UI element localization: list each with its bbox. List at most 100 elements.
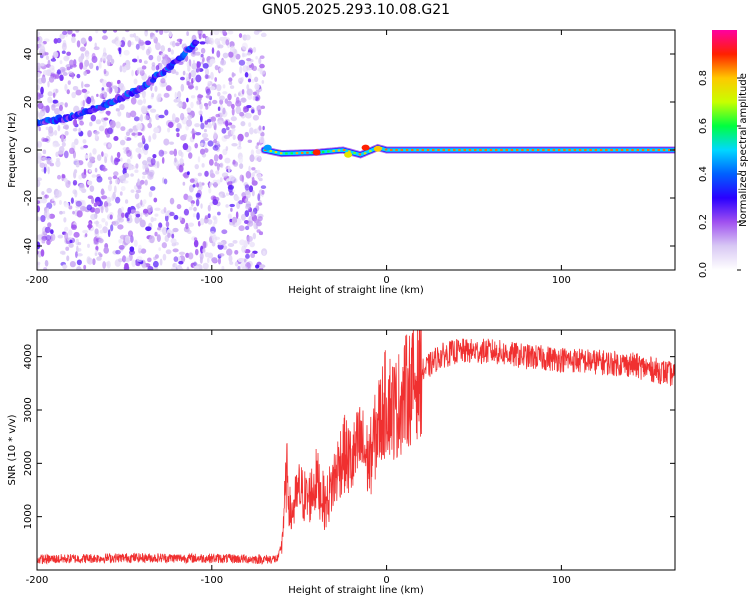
noise-speck	[236, 265, 242, 270]
noise-speck	[239, 239, 246, 246]
noise-speck	[72, 179, 78, 186]
noise-speck	[63, 217, 67, 223]
noise-speck	[71, 33, 76, 38]
noise-speck	[240, 213, 246, 221]
noise-speck	[195, 192, 201, 198]
noise-speck	[133, 32, 137, 38]
noise-speck	[139, 217, 143, 224]
snr-y-tick-label: 4000	[23, 344, 34, 369]
noise-speck	[140, 212, 143, 218]
noise-speck	[37, 234, 43, 241]
noise-speck	[37, 72, 41, 78]
noise-speck	[214, 64, 219, 71]
noise-speck	[144, 40, 152, 46]
noise-speck	[197, 94, 204, 99]
noise-speck	[142, 98, 147, 105]
noise-speck	[258, 57, 262, 65]
noise-speck	[61, 42, 67, 51]
noise-speck	[37, 36, 40, 42]
noise-speck	[55, 143, 60, 147]
signal-track-point	[384, 148, 388, 151]
noise-speck	[173, 214, 179, 220]
noise-speck	[68, 71, 73, 76]
noise-speck	[190, 101, 194, 109]
noise-speck	[95, 65, 99, 71]
noise-speck	[227, 184, 235, 190]
noise-speck	[144, 114, 150, 121]
signal-track-point	[274, 151, 278, 154]
noise-speck	[182, 181, 186, 186]
signal-track-point	[610, 149, 613, 151]
signal-track-point	[563, 149, 566, 151]
noise-speck	[241, 42, 248, 51]
noise-speck	[189, 178, 195, 183]
noise-speck	[88, 169, 92, 173]
noise-speck	[85, 53, 90, 60]
noise-speck	[37, 84, 40, 91]
noise-speck	[124, 212, 129, 219]
noise-speck	[64, 226, 69, 232]
noise-speck	[192, 77, 196, 82]
noise-speck	[186, 80, 190, 86]
noise-speck	[103, 246, 109, 254]
noise-speck	[259, 63, 265, 69]
noise-speck	[204, 170, 209, 177]
noise-speck	[142, 171, 148, 176]
noise-speck	[213, 154, 219, 162]
noise-speck	[161, 59, 166, 64]
noise-speck	[129, 33, 134, 38]
noise-speck	[201, 133, 209, 139]
noise-speck	[142, 163, 146, 170]
noise-speck	[202, 137, 210, 142]
noise-speck	[40, 215, 46, 223]
noise-speck	[261, 189, 265, 195]
noise-speck	[245, 112, 252, 119]
noise-speck	[63, 201, 70, 208]
noise-speck	[188, 206, 193, 211]
noise-speck	[213, 216, 218, 225]
noise-speck	[154, 207, 161, 211]
noise-speck	[210, 116, 217, 123]
noise-speck	[52, 92, 56, 98]
snr-x-tick-label: 100	[552, 575, 571, 586]
noise-speck	[173, 148, 178, 157]
noise-speck	[245, 34, 251, 41]
noise-speck	[246, 191, 251, 199]
noise-speck	[84, 154, 89, 159]
noise-speck	[204, 142, 208, 149]
noise-speck	[186, 266, 190, 270]
noise-speck	[247, 139, 253, 143]
noise-speck	[155, 42, 161, 51]
noise-speck	[259, 135, 265, 144]
noise-speck	[222, 84, 226, 89]
noise-speck	[218, 154, 223, 160]
spectrogram-y-tick-label: -20	[23, 190, 34, 206]
noise-speck	[55, 88, 58, 94]
signal-track-point	[453, 149, 456, 151]
signal-track-point	[589, 149, 592, 151]
noise-speck	[174, 91, 177, 100]
noise-speck	[256, 169, 261, 175]
noise-speck	[84, 59, 90, 67]
noise-speck	[37, 152, 42, 160]
noise-speck	[84, 83, 91, 88]
noise-speck	[196, 182, 200, 188]
noise-speck	[68, 205, 73, 210]
noise-speck	[103, 68, 107, 75]
noise-speck	[143, 143, 149, 151]
noise-speck	[258, 231, 264, 236]
noise-speck	[82, 99, 86, 107]
noise-speck	[98, 60, 101, 69]
noise-speck	[192, 184, 196, 188]
signal-track-point	[432, 149, 435, 151]
signal-track-point	[557, 149, 561, 151]
noise-speck	[51, 103, 56, 111]
noise-speck	[176, 103, 182, 107]
noise-speck	[258, 177, 263, 182]
noise-speck	[214, 236, 221, 240]
noise-speck	[245, 170, 252, 179]
noise-speck	[209, 182, 212, 188]
noise-speck	[188, 184, 194, 193]
noise-speck	[124, 235, 131, 244]
